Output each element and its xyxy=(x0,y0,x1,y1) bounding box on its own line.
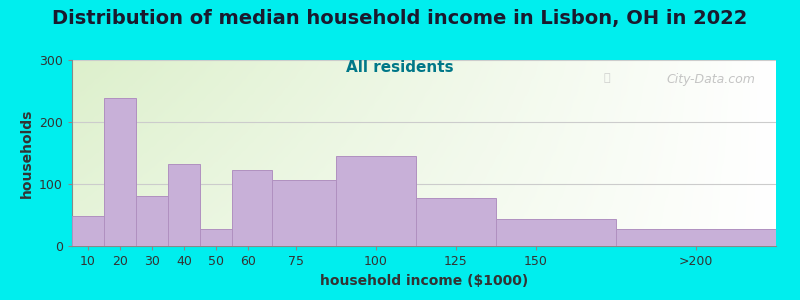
Bar xyxy=(616,229,776,246)
Bar xyxy=(104,98,136,246)
Text: All residents: All residents xyxy=(346,60,454,75)
Text: City-Data.com: City-Data.com xyxy=(666,73,755,86)
Bar xyxy=(200,229,232,246)
Bar xyxy=(416,198,496,246)
Text: ⚾: ⚾ xyxy=(603,73,610,83)
Bar xyxy=(72,216,104,246)
Text: Distribution of median household income in Lisbon, OH in 2022: Distribution of median household income … xyxy=(52,9,748,28)
Bar xyxy=(232,170,272,246)
Bar xyxy=(272,180,336,246)
Bar xyxy=(136,196,168,246)
Y-axis label: households: households xyxy=(19,108,34,198)
Bar xyxy=(496,219,616,246)
Bar xyxy=(336,156,416,246)
X-axis label: household income ($1000): household income ($1000) xyxy=(320,274,528,288)
Bar xyxy=(168,164,200,246)
